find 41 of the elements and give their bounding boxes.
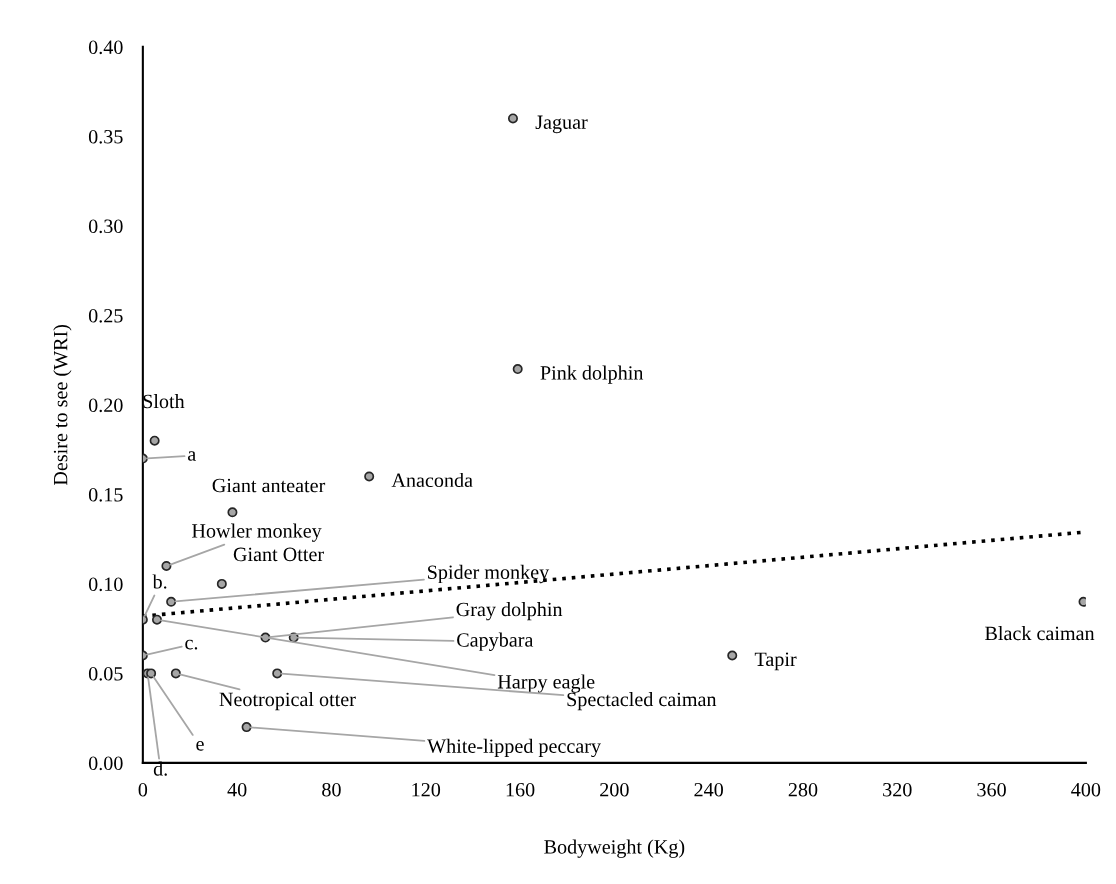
x-tick-label: 360	[977, 782, 1006, 797]
annotation: Giant Otter	[233, 547, 324, 562]
x-tick-label: 160	[506, 782, 535, 797]
x-tick-label: 0	[138, 782, 148, 797]
annotation: Black caiman	[985, 625, 1095, 641]
annotation: Howler monkey	[192, 523, 322, 542]
x-tick-label: 200	[600, 782, 629, 797]
annotation: Neotropical otter	[219, 692, 356, 711]
annotation: a	[188, 451, 196, 461]
x-tick-label: 120	[412, 782, 441, 797]
y-tick-label: 0.00	[88, 756, 123, 771]
annotation: Gray dolphin	[456, 602, 563, 621]
annotation: e	[196, 740, 204, 751]
y-tick-label: 0.10	[88, 577, 123, 592]
annotation: c.	[185, 639, 198, 650]
annotation: Spider monkey	[428, 564, 550, 584]
annotation: Tapir	[754, 652, 797, 671]
annotation: Jaguar	[535, 115, 588, 134]
annotation: White-lipped peccary	[427, 738, 601, 758]
x-tick-label: 80	[322, 782, 341, 797]
x-tick-label: 40	[227, 782, 247, 797]
y-tick-label: 0.40	[88, 40, 123, 55]
x-tick-label: 320	[883, 782, 912, 797]
x-tick-label: 280	[788, 782, 818, 797]
annotation: Spectacled caiman	[567, 692, 717, 711]
annotation: Harpy eagle	[497, 674, 595, 693]
annotation: Capybara	[457, 632, 534, 651]
annotation: Giant anteater	[212, 478, 326, 493]
y-tick-label: 0.25	[88, 308, 123, 323]
y-tick-label: 0.05	[88, 666, 123, 681]
y-tick-label: 0.30	[88, 219, 123, 234]
annotation: Anaconda	[391, 472, 473, 488]
x-tick-label: 240	[694, 782, 723, 797]
y-tick-label: 0.35	[88, 129, 123, 144]
y-axis-title: Desire to see (WRI)	[53, 324, 72, 486]
annotation: b.	[152, 574, 167, 589]
annotation: Pink dolphin	[540, 365, 644, 384]
y-tick-label: 0.20	[88, 398, 123, 413]
x-tick-label: 400	[1071, 782, 1101, 797]
y-tick-label: 0.15	[88, 487, 123, 502]
x-axis-title: Bodyweight (Kg)	[544, 839, 685, 858]
